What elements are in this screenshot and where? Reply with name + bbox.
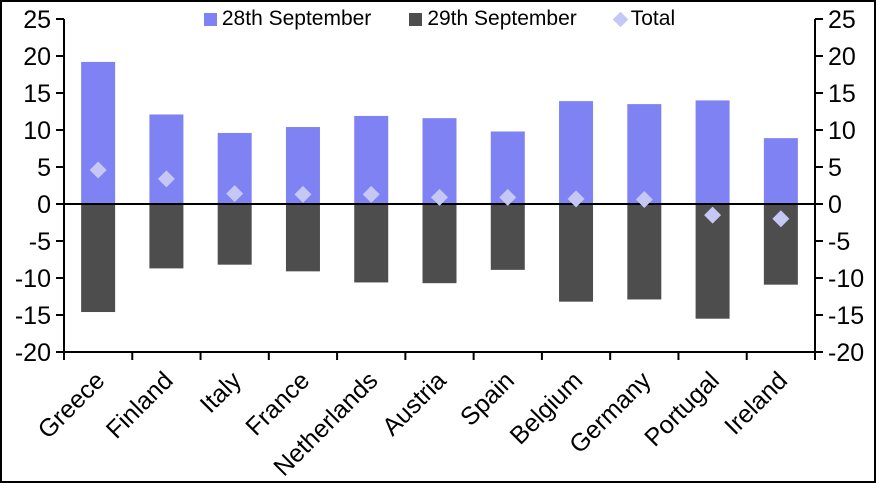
x-category-label-austria: Austria <box>377 366 452 441</box>
y-tick-label-right--15: -15 <box>828 302 864 330</box>
legend-label-28th-september: 28th September <box>221 7 372 30</box>
legend-item-total: Total <box>612 7 676 31</box>
bar-28th-september-finland <box>149 114 184 204</box>
bar-29th-september-belgium <box>559 204 594 302</box>
y-tick-label-right--20: -20 <box>828 339 864 367</box>
y-tick-label-left--20: -20 <box>15 339 51 367</box>
x-category-label-portugal: Portugal <box>639 366 725 452</box>
y-tick-label-right--5: -5 <box>828 228 850 256</box>
legend-square-29th-september-icon <box>409 12 423 26</box>
y-tick-label-right-25: 25 <box>828 6 856 34</box>
y-tick-label-left--15: -15 <box>15 302 51 330</box>
bar-28th-september-ireland <box>763 138 798 204</box>
legend-square-28th-september-icon <box>203 12 217 26</box>
legend-label-total: Total <box>630 7 676 30</box>
y-tick-label-right-10: 10 <box>828 117 856 145</box>
legend-label-29th-september: 29th September <box>427 7 577 30</box>
y-tick-label-left-5: 5 <box>37 154 51 182</box>
total-marker-portugal <box>704 206 722 224</box>
total-marker-italy <box>226 185 244 203</box>
bar-28th-september-greece <box>81 61 116 204</box>
bar-29th-september-netherlands <box>354 204 389 283</box>
y-tick-label-right--10: -10 <box>828 265 864 293</box>
bar-28th-september-germany <box>627 104 662 204</box>
y-tick-label-right-15: 15 <box>828 80 856 108</box>
total-marker-ireland <box>772 210 790 228</box>
x-category-label-finland: Finland <box>101 366 179 444</box>
y-tick-label-left-20: 20 <box>23 43 51 71</box>
bar-29th-september-germany <box>627 204 662 300</box>
legend-item-28th-september: 28th September <box>203 7 372 31</box>
total-marker-belgium <box>567 190 585 208</box>
legend-item-29th-september: 29th September <box>409 7 577 31</box>
x-category-label-italy: Italy <box>195 366 248 419</box>
bar-28th-september-belgium <box>559 101 594 204</box>
total-marker-austria <box>431 188 448 206</box>
total-marker-france <box>294 185 312 203</box>
bar-29th-september-france <box>285 204 320 272</box>
bar-28th-september-portugal <box>695 100 730 204</box>
bar-29th-september-finland <box>149 204 184 269</box>
bar-29th-september-italy <box>217 204 252 265</box>
y-tick-label-left-25: 25 <box>23 6 51 34</box>
x-category-label-ireland: Ireland <box>719 366 793 440</box>
total-marker-netherlands <box>362 185 380 203</box>
y-tick-label-left--5: -5 <box>29 228 51 256</box>
y-tick-label-right-20: 20 <box>828 43 856 71</box>
chart-legend: 28th September 29th September Total <box>64 7 815 31</box>
total-marker-finland <box>157 170 175 188</box>
total-marker-greece <box>89 161 107 179</box>
bar-29th-september-greece <box>81 204 116 313</box>
y-tick-label-left--10: -10 <box>15 265 51 293</box>
y-tick-label-right-5: 5 <box>828 154 842 182</box>
x-category-label-spain: Spain <box>455 366 520 431</box>
x-category-label-greece: Greece <box>33 366 111 444</box>
total-marker-spain <box>499 188 517 206</box>
y-tick-label-left-0: 0 <box>37 191 51 219</box>
bar-29th-september-austria <box>422 204 457 284</box>
y-tick-label-left-15: 15 <box>23 80 51 108</box>
y-tick-label-left-10: 10 <box>23 117 51 145</box>
y-tick-label-right-0: 0 <box>828 191 842 219</box>
bar-29th-september-spain <box>490 204 525 270</box>
total-marker-germany <box>635 191 653 209</box>
legend-diamond-total-icon <box>612 11 629 27</box>
